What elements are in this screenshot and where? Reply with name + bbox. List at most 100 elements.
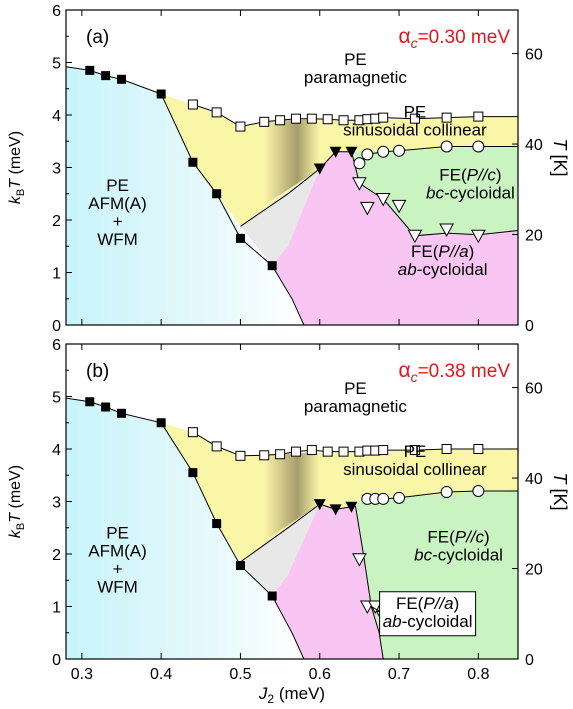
ytick-right-label: 20 — [525, 562, 543, 579]
region-label-line: WFM — [97, 230, 138, 249]
marker-filled-square — [101, 71, 111, 81]
region-label-line: + — [113, 559, 123, 578]
region-label-line: AFM(A) — [88, 194, 147, 213]
phase-regions — [66, 66, 518, 325]
marker-filled-square — [101, 402, 111, 412]
marker-open-square — [441, 444, 452, 454]
ytick-label: 0 — [52, 652, 61, 669]
ytick-right-label: 40 — [525, 471, 543, 488]
marker-open-square — [409, 445, 420, 456]
marker-open-square — [290, 113, 301, 124]
region-label-line: PE — [106, 176, 129, 195]
ytick-right-label: 40 — [525, 137, 543, 154]
ytick-label: 3 — [52, 161, 61, 178]
region-label-line: PE — [106, 523, 129, 542]
ytick-label: 2 — [52, 547, 61, 564]
region-afm — [66, 398, 304, 659]
marker-open-square — [338, 446, 349, 457]
region-ab-cycloidal — [272, 151, 518, 325]
phase-regions — [66, 398, 518, 659]
marker-filled-square — [235, 233, 245, 243]
marker-open-circle — [393, 144, 406, 157]
marker-filled-square — [156, 418, 166, 428]
marker-open-square — [322, 114, 333, 125]
marker-filled-triangle-down — [329, 504, 342, 516]
marker-filled-square — [156, 89, 166, 99]
ytick-label: 0 — [52, 318, 61, 335]
marker-open-square — [275, 449, 286, 460]
marker-filled-square — [117, 74, 127, 84]
ylabel-right: T [K] — [550, 472, 570, 510]
marker-open-square — [378, 112, 389, 123]
marker-open-circle — [361, 148, 374, 161]
marker-open-circle — [377, 145, 390, 158]
marker-open-square — [409, 113, 420, 124]
region-label-line: + — [113, 212, 123, 231]
marker-open-square — [378, 445, 389, 456]
ytick-right-label: 0 — [525, 652, 534, 669]
boundary-afm-mixed — [240, 168, 321, 227]
region-dark-band — [264, 118, 320, 206]
marker-open-triangle-down — [407, 229, 423, 244]
panel-label: (a) — [86, 27, 109, 48]
ytick-label: 1 — [52, 600, 61, 617]
ytick-label: 2 — [52, 213, 61, 230]
marker-filled-square — [212, 189, 222, 199]
region-label-line: sinusoidal collinear — [343, 460, 487, 479]
region-afm — [66, 66, 304, 325]
region-label-line: bc-cycloidal — [414, 545, 503, 564]
marker-filled-square — [117, 408, 127, 418]
xtick-label: 0.3 — [71, 666, 93, 683]
boundary-afm-mixed — [240, 503, 321, 563]
marker-open-square — [338, 115, 349, 126]
ytick-right-label: 60 — [525, 47, 543, 64]
ylabel-right: T [K] — [550, 138, 570, 176]
region-label-line: FE(P//c) — [427, 527, 489, 546]
region-label-line: bc-cycloidal — [426, 184, 515, 203]
marker-open-triangle-down — [375, 193, 391, 207]
marker-open-triangle-down — [471, 229, 486, 244]
marker-filled-square — [85, 65, 95, 75]
ytick-label: 5 — [52, 390, 61, 407]
region-label-line: paramagnetic — [304, 397, 408, 416]
marker-open-square — [306, 113, 317, 124]
ylabel-left: kBT (meV) — [7, 131, 27, 204]
marker-open-square — [473, 444, 484, 454]
xtick-label: 0.8 — [467, 666, 489, 683]
xtick-label: 0.4 — [150, 666, 172, 683]
ytick-label: 6 — [52, 3, 61, 20]
xtick-label: 0.7 — [388, 666, 410, 683]
region-label-line: PE — [344, 379, 367, 398]
alpha-label: αc=0.30 meV — [398, 25, 510, 51]
region-label-line: WFM — [97, 577, 138, 596]
marker-filled-triangle-down — [313, 163, 326, 175]
marker-filled-triangle-down — [313, 499, 326, 511]
marker-open-circle — [472, 140, 485, 153]
region-label-line: FE(P//c) — [439, 166, 501, 185]
ytick-label: 1 — [52, 266, 61, 283]
region-bc-cycloidal — [351, 145, 518, 236]
marker-filled-square — [85, 397, 95, 407]
marker-open-triangle-down — [352, 177, 367, 191]
region-pe-sinusoidal — [161, 422, 518, 562]
region-label-line: PE — [404, 442, 427, 461]
markers — [85, 65, 486, 271]
ytick-label: 5 — [52, 56, 61, 73]
region-pe-sinusoidal — [161, 94, 518, 227]
region-label-line: FE(P//a) — [396, 594, 459, 613]
region-label-line: AFM(A) — [88, 541, 147, 560]
region-label-line: PE — [404, 103, 427, 122]
xtick-label: 0.6 — [309, 666, 331, 683]
ytick-label: 6 — [52, 337, 61, 354]
marker-open-triangle-down — [391, 199, 407, 214]
marker-open-square — [211, 441, 222, 452]
marker-open-triangle-down — [439, 223, 454, 237]
marker-filled-triangle-down — [329, 146, 342, 158]
marker-open-square — [275, 115, 286, 126]
boxed-label: FE(P//a)ab-cycloidal — [371, 591, 477, 637]
ytick-label: 4 — [52, 442, 61, 459]
